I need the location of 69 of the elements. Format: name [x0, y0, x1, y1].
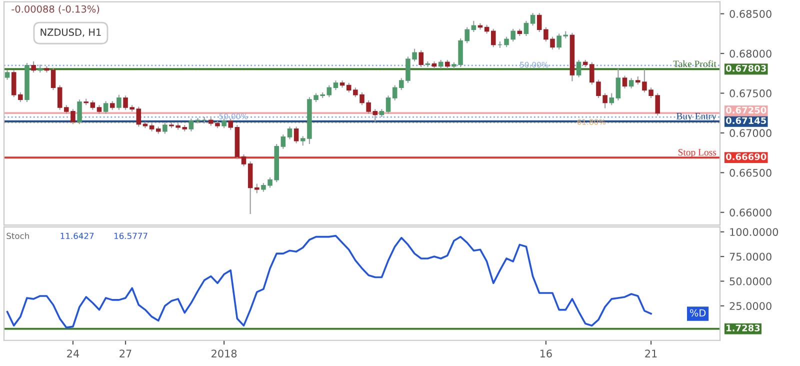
candlestick [103, 100, 108, 114]
candlestick [392, 84, 398, 101]
candlestick [254, 183, 260, 194]
candlestick [57, 84, 62, 110]
ref-line-label: 0.67145 [726, 117, 766, 124]
candlestick [136, 106, 142, 128]
y-tick-label: 0.68500 [730, 10, 772, 18]
annotation: 16.5777 [114, 232, 148, 240]
candlestick [628, 78, 634, 89]
candlestick [622, 75, 628, 89]
y-tick-label: 75.0000 [730, 252, 772, 261]
candlestick [536, 12, 542, 33]
candlestick [287, 126, 292, 140]
candlestick [4, 70, 10, 80]
candlestick [490, 28, 496, 48]
candlestick [18, 92, 23, 102]
ref-line-label: 0.67803 [726, 64, 766, 72]
y-tick-label: 0.66500 [730, 168, 772, 177]
y-tick-label: 0.66000 [730, 208, 772, 216]
candlestick [609, 92, 614, 106]
candlestick [294, 126, 299, 144]
candlestick [576, 59, 582, 78]
candlestick [50, 67, 56, 91]
candlestick [162, 122, 168, 134]
candlestick [524, 20, 529, 37]
annotation: Take Profit [673, 60, 716, 68]
candlestick [333, 80, 338, 91]
candlestick [31, 60, 36, 74]
annotation: Buy Entry [676, 112, 716, 122]
candlestick [195, 117, 200, 124]
x-tick-label: 16 [540, 350, 552, 358]
x-tick-label: 21 [645, 350, 657, 358]
y-tick-label: 0.67500 [730, 89, 772, 98]
candlestick [241, 154, 246, 167]
candlestick [616, 68, 621, 101]
ref-line-label: 0.66690 [726, 153, 766, 160]
annotation: Stoch [6, 232, 29, 240]
candlestick [11, 70, 16, 98]
candlestick [530, 12, 536, 26]
ref-line-label: 1.7283 [726, 324, 760, 332]
annotation: 11.6427 [60, 232, 94, 240]
y-tick-label: 0.68000 [730, 50, 772, 58]
candlestick [372, 108, 378, 122]
y-tick-label: 0.67000 [730, 129, 772, 138]
y-tick-label: 25.0000 [730, 302, 772, 310]
x-tick-label: 2018 [212, 350, 237, 358]
annotation: Stop Loss [678, 149, 716, 158]
candlestick [222, 118, 226, 129]
candlestick [386, 95, 391, 114]
candlestick [248, 160, 253, 215]
candlestick [116, 94, 122, 110]
annotation: -0.00088 (-0.13%) [12, 5, 100, 14]
candlestick [326, 84, 332, 98]
text: %D [690, 309, 706, 317]
candlestick [418, 50, 424, 68]
candlestick [188, 118, 194, 132]
x-tick-label: 24 [67, 350, 80, 358]
candlestick [77, 99, 82, 125]
candlestick [280, 134, 286, 150]
y-tick-label: 50.0000 [730, 277, 772, 286]
line-series [6, 234, 652, 328]
ref-line-label: 0.67250 [726, 106, 766, 114]
candlestick [90, 100, 96, 110]
candlestick [346, 82, 352, 93]
candlestick [228, 118, 234, 130]
candlestick [471, 20, 476, 33]
annotation: NZDUSD, H1 [40, 28, 101, 37]
x-tick-label: 27 [120, 350, 132, 358]
y-tick-label: 100.0000 [730, 228, 778, 236]
